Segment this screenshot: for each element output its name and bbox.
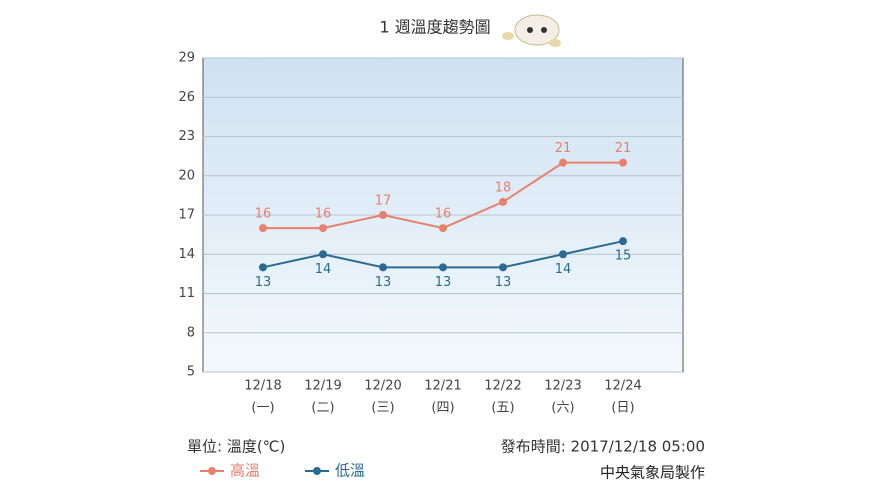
point <box>319 250 327 259</box>
y-tick-label: 20 <box>178 168 195 183</box>
point <box>559 158 567 167</box>
x-weekday-label: (日) <box>611 401 634 416</box>
mascot-icon <box>502 14 561 47</box>
point <box>259 224 267 233</box>
issued-time: 發布時間: 2017/12/18 05:00 <box>501 438 705 456</box>
x-tick-label: 12/22 <box>484 379 521 394</box>
y-tick-label: 8 <box>187 325 195 340</box>
y-tick-label: 5 <box>187 365 195 380</box>
data-label: 21 <box>615 141 632 156</box>
x-tick-label: 12/18 <box>244 379 281 394</box>
point <box>439 263 447 272</box>
y-tick-label: 17 <box>178 208 195 223</box>
x-tick-label: 12/19 <box>304 379 341 394</box>
data-label: 14 <box>315 262 332 277</box>
y-tick-label: 26 <box>178 90 195 105</box>
data-label: 16 <box>435 207 452 222</box>
point <box>619 237 627 246</box>
x-tick-label: 12/24 <box>604 379 641 394</box>
unit-note: 單位: 溫度(℃) <box>187 438 285 456</box>
legend-marker <box>313 467 321 475</box>
x-tick-label: 12/21 <box>424 379 461 394</box>
data-label: 17 <box>375 194 392 209</box>
point <box>379 211 387 219</box>
data-label: 14 <box>555 262 572 277</box>
y-tick-label: 23 <box>178 129 195 144</box>
data-label: 13 <box>435 275 452 290</box>
source: 中央氣象局製作 <box>600 464 705 482</box>
point <box>259 263 267 272</box>
point <box>619 158 627 167</box>
legend-label: 低溫 <box>335 462 365 480</box>
legend-label: 高溫 <box>230 462 260 480</box>
data-label: 16 <box>315 207 332 222</box>
x-weekday-label: (六) <box>551 401 574 416</box>
point <box>499 263 507 272</box>
x-weekday-label: (四) <box>431 401 454 416</box>
x-tick-label: 12/20 <box>364 379 401 394</box>
data-label: 16 <box>255 207 272 222</box>
data-label: 18 <box>495 180 512 195</box>
point <box>319 224 327 233</box>
point <box>439 224 447 233</box>
data-label: 13 <box>255 275 272 290</box>
y-tick-label: 29 <box>178 51 195 66</box>
point <box>379 263 387 272</box>
y-tick-label: 11 <box>178 286 195 301</box>
data-label: 15 <box>615 249 632 264</box>
data-label: 13 <box>495 275 512 290</box>
x-tick-label: 12/23 <box>544 379 581 394</box>
x-weekday-label: (二) <box>311 401 334 416</box>
data-label: 21 <box>555 141 572 156</box>
data-label: 13 <box>375 275 392 290</box>
point <box>499 197 507 206</box>
x-weekday-label: (三) <box>371 401 394 416</box>
y-tick-label: 14 <box>178 247 195 262</box>
x-weekday-label: (一) <box>251 401 274 416</box>
x-weekday-label: (五) <box>491 401 514 416</box>
chart-title: 1 週溫度趨勢圖 <box>379 18 490 37</box>
point <box>559 250 567 259</box>
legend-marker <box>208 467 216 475</box>
